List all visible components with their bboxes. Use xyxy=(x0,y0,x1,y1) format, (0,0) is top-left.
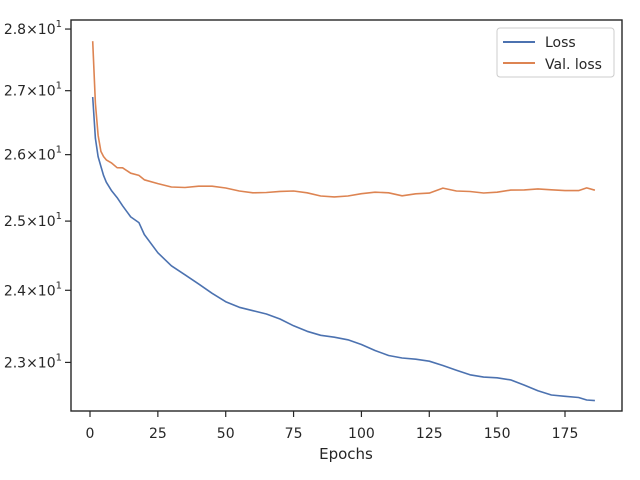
legend-label-val-loss: Val. loss xyxy=(545,57,602,73)
y-tick-label: 2.3×101 xyxy=(4,352,62,371)
y-axis-ticks: 2.3×101 2.4×101 2.5×101 2.6×101 2.7×101 2.8×1… xyxy=(4,19,71,371)
x-tick-label: 75 xyxy=(285,426,303,442)
x-tick-label: 50 xyxy=(217,426,235,442)
y-tick-label: 2.5×101 xyxy=(4,211,62,230)
x-axis-ticks: 0 25 50 75 100 125 150 175 xyxy=(86,411,579,442)
x-tick-label: 125 xyxy=(416,426,443,442)
y-tick-label: 2.6×101 xyxy=(4,145,62,164)
legend: Loss Val. loss xyxy=(496,27,615,78)
y-tick-label: 2.4×101 xyxy=(4,280,62,299)
y-tick-label: 2.7×101 xyxy=(4,81,62,100)
plot-lines xyxy=(91,41,596,402)
x-tick-label: 100 xyxy=(348,426,375,442)
legend-label-loss: Loss xyxy=(545,35,576,51)
y-tick-label: 2.8×101 xyxy=(4,19,62,38)
x-tick-label: 25 xyxy=(149,426,167,442)
legend-box xyxy=(496,27,615,78)
series-line-val-loss xyxy=(91,41,596,198)
x-tick-label: 150 xyxy=(484,426,511,442)
x-tick-label: 0 xyxy=(86,426,95,442)
x-axis-label: Epochs xyxy=(319,445,373,463)
plot-area-frame xyxy=(70,19,623,412)
x-tick-label: 175 xyxy=(552,426,579,442)
series-line-loss xyxy=(91,96,595,402)
